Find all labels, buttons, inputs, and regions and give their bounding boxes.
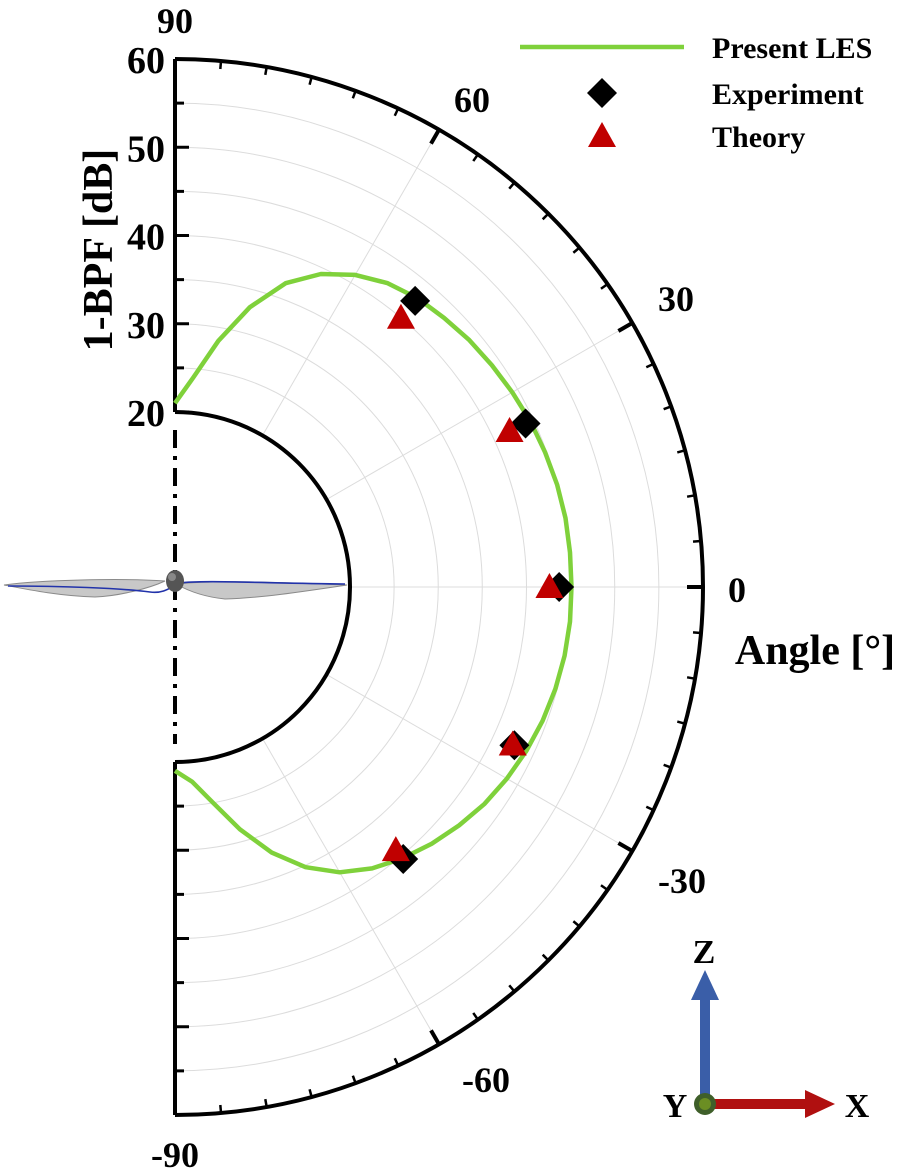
legend-marker-swatch — [587, 78, 617, 108]
angle-tick-label: 90 — [157, 1, 193, 41]
angle-tick — [663, 405, 672, 411]
radial-axis-title: 1-BPF [dB] — [76, 149, 122, 352]
x-axis-label: X — [845, 1088, 870, 1125]
radial-tick-label: 30 — [127, 305, 165, 347]
angle-tick — [692, 631, 702, 635]
angle-tick — [472, 1012, 479, 1021]
x-arrow-head — [805, 1090, 835, 1118]
angle-tick — [600, 884, 609, 891]
propeller-icon — [3, 570, 348, 600]
angle-tick-label: 0 — [728, 570, 746, 610]
angle-tick — [393, 107, 400, 117]
z-axis-label: Z — [693, 934, 716, 971]
angle-tick-label: -60 — [462, 1060, 510, 1100]
angle-tick — [351, 90, 357, 99]
grid-spoke — [326, 322, 633, 500]
angle-tick — [617, 841, 634, 853]
y-axis-dot-inner — [699, 1098, 711, 1110]
angle-tick — [692, 539, 702, 543]
angle-tick — [572, 920, 581, 928]
angle-tick — [264, 66, 268, 76]
angle-tick — [663, 763, 672, 769]
theory-point — [535, 573, 564, 598]
grid-spoke — [262, 738, 440, 1045]
angle-axis-title: Angle [°] — [735, 628, 895, 674]
angle-tick — [508, 984, 516, 993]
theory-point — [498, 730, 527, 756]
radial-tick-label: 50 — [127, 128, 165, 170]
angle-tick — [219, 1104, 223, 1114]
angle-tick — [686, 494, 696, 498]
angle-tick — [600, 283, 609, 290]
experiment-point — [510, 408, 541, 439]
angle-tick — [219, 60, 223, 70]
angle-tick — [645, 362, 655, 369]
angle-tick — [541, 212, 550, 221]
angle-tick — [472, 153, 479, 162]
angle-tick-label: -30 — [658, 861, 706, 901]
legend-label: Present LES — [712, 32, 872, 65]
angle-tick — [541, 953, 550, 962]
series-line-present-les — [173, 271, 574, 875]
angle-tick — [308, 76, 313, 86]
axes-indicator: Z X Y — [663, 934, 870, 1125]
angle-tick — [686, 676, 696, 680]
angle-tick — [645, 805, 655, 812]
angle-tick — [264, 1098, 268, 1108]
angle-tick-label: 30 — [658, 279, 694, 319]
angle-tick — [676, 449, 686, 454]
angle-tick — [572, 246, 581, 254]
angle-tick — [429, 128, 441, 145]
angle-tick — [351, 1075, 357, 1084]
inner-arc — [174, 410, 352, 764]
angle-tick — [676, 720, 686, 725]
angle-tick-label: 60 — [454, 80, 490, 120]
theory-point — [495, 416, 524, 442]
angle-tick-label: -90 — [151, 1135, 199, 1173]
y-axis-label: Y — [663, 1088, 688, 1125]
angle-tick — [617, 321, 634, 333]
radial-tick-label: 20 — [127, 393, 165, 435]
grid-spoke — [326, 674, 633, 852]
angle-tick — [308, 1088, 313, 1098]
radial-tick-label: 60 — [127, 40, 165, 82]
legend-label: Experiment — [712, 78, 864, 111]
legend-label: Theory — [712, 121, 805, 154]
legend-marker-swatch — [588, 122, 616, 147]
angle-tick — [393, 1057, 400, 1067]
angle-tick — [508, 181, 516, 190]
angle-tick — [429, 1029, 441, 1046]
legend: Present LES Experiment Theory — [520, 32, 872, 154]
z-arrow-head — [691, 970, 719, 1000]
radial-tick-label: 40 — [127, 217, 165, 259]
theory-point — [381, 836, 410, 862]
experiment-point — [400, 285, 431, 316]
theory-point — [386, 303, 415, 329]
grid-spoke — [262, 129, 440, 436]
